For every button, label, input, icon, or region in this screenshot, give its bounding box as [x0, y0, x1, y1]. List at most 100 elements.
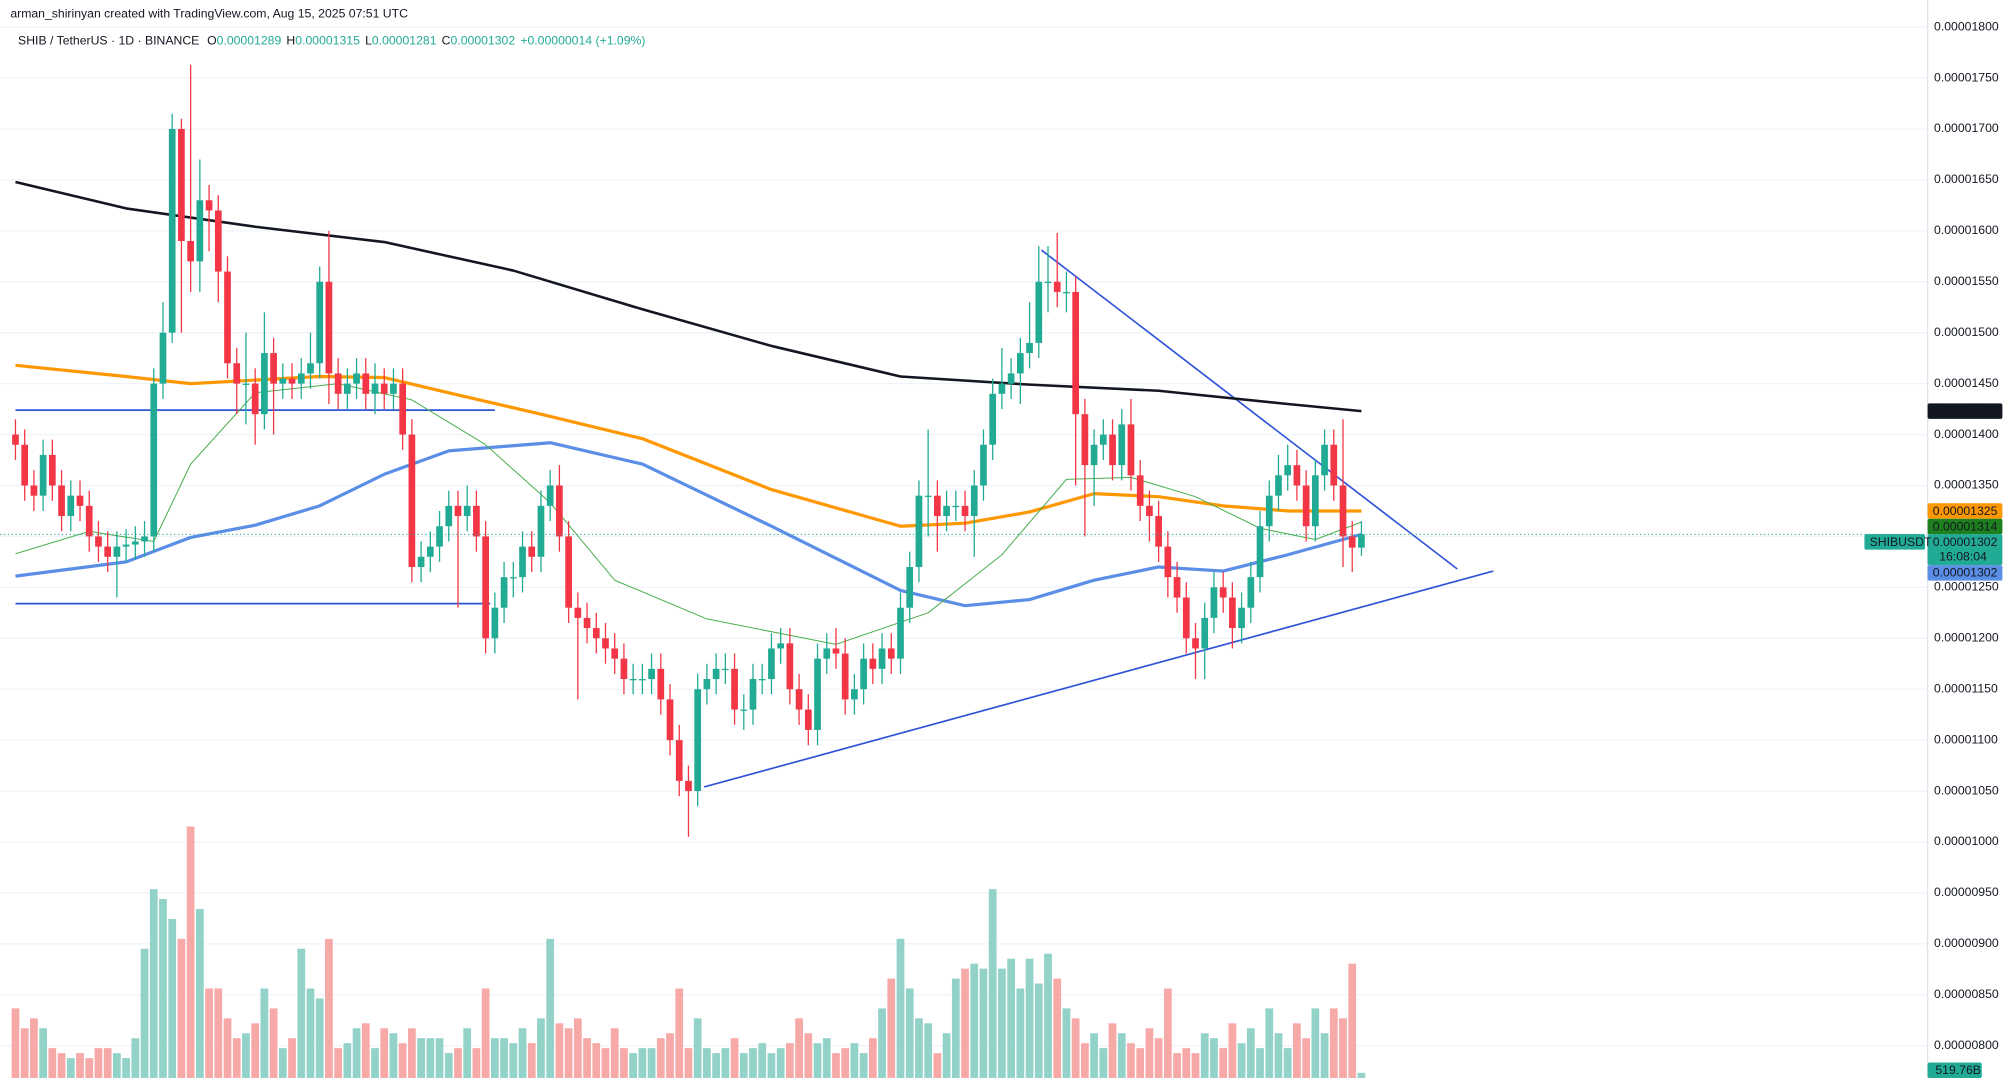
volume-bar [776, 1048, 785, 1078]
volume-bar [1302, 1038, 1311, 1078]
candle-body [777, 643, 785, 649]
volume-bar [113, 1053, 121, 1078]
volume-bar [712, 1053, 720, 1078]
volume-bar [463, 1028, 472, 1078]
candle-body [989, 393, 997, 445]
ohlc-key: L [365, 34, 372, 48]
candle-body [1210, 587, 1218, 618]
candle-body [943, 505, 950, 517]
candle-body [1016, 353, 1024, 374]
volume-bar [1329, 1008, 1338, 1078]
candle-body [1109, 434, 1116, 466]
volume-bar [1191, 1053, 1200, 1078]
price-label-box [1927, 534, 2003, 566]
candle-body [408, 434, 416, 567]
candle-body [1026, 342, 1033, 354]
candle-body [980, 444, 987, 486]
y-tick-label: 0.00001750 [1934, 70, 1999, 84]
price-label: 0.00001302 [1933, 535, 1998, 549]
volume-bar [1182, 1048, 1191, 1078]
volume-bar [1348, 963, 1357, 1078]
candle-body [353, 373, 360, 384]
ohlc-value: 0.00001281 [372, 34, 437, 48]
candle-body [1312, 475, 1319, 527]
candle-body [1099, 434, 1107, 445]
price-label: 0.00001314 [1933, 519, 1998, 533]
volume-bar [131, 1038, 140, 1078]
volume-bar [878, 1008, 886, 1078]
candle-body [463, 505, 471, 517]
volume-bar [1210, 1038, 1218, 1078]
candle-body [261, 353, 268, 415]
ohlc-value: 0.00001302 [451, 34, 516, 48]
volume-bar [352, 1028, 361, 1078]
candle-body [1090, 444, 1098, 466]
volume-bar [656, 1038, 665, 1078]
candle-body [915, 495, 923, 567]
y-tick-label: 0.00001200 [1934, 631, 1999, 645]
volume-bar [278, 1048, 287, 1078]
candle-body [814, 658, 821, 730]
volume-bar [1034, 983, 1043, 1078]
volume-bar [942, 1033, 951, 1078]
volume-bar [859, 1053, 868, 1078]
candle-body [1173, 577, 1181, 598]
volume-bar [868, 1038, 877, 1078]
candle-body [1330, 444, 1338, 486]
candle-body [1118, 424, 1126, 466]
moving-average [15, 180, 1362, 413]
volume-bar [1274, 1033, 1283, 1078]
volume-bar [39, 1028, 47, 1078]
volume-bar [500, 1038, 508, 1078]
y-tick-label: 0.00001500 [1934, 325, 1999, 339]
candle-body [214, 210, 222, 272]
volume-bar [684, 1048, 693, 1078]
candle-body [648, 668, 655, 680]
candle-body [473, 505, 480, 537]
candle-body [1256, 526, 1264, 578]
volume-bar [546, 938, 555, 1078]
candle-body [795, 689, 803, 710]
volume-bar [988, 889, 997, 1078]
candle-body [436, 526, 443, 547]
candle-body [592, 628, 600, 639]
volume-bar [1219, 1048, 1228, 1078]
volume-bar [555, 1023, 564, 1078]
volume-bar [1246, 1028, 1255, 1078]
volume-bar [159, 899, 167, 1078]
candle-body [417, 556, 425, 567]
volume-bar [951, 978, 960, 1078]
volume-bar [417, 1038, 425, 1078]
credit: arman_shirinyan created with TradingView… [10, 6, 408, 20]
y-tick-label: 0.00000850 [1934, 987, 1999, 1001]
candle-body [371, 383, 379, 394]
candle-body [325, 281, 333, 374]
volume-bar [1237, 1043, 1246, 1078]
candle-body [12, 434, 19, 445]
candle-body [1247, 577, 1255, 608]
trend-line [703, 570, 1494, 788]
volume-bar [1320, 1033, 1329, 1078]
moving-average [15, 383, 1362, 645]
volume-bar [94, 1048, 103, 1078]
y-tick-label: 0.00001350 [1934, 478, 1999, 492]
candle-body [482, 536, 489, 639]
candle-body [1219, 587, 1227, 598]
volume-bar [527, 1043, 536, 1078]
price-label-box [1927, 565, 2003, 581]
volume-bar [389, 1033, 398, 1078]
volume-bar [666, 1033, 674, 1078]
y-tick-label: 0.00001650 [1934, 172, 1999, 186]
volume-bar [1090, 1033, 1098, 1078]
candle-body [1339, 485, 1347, 537]
y-tick-label: 0.00001800 [1934, 19, 1999, 33]
volume-bar [1357, 1072, 1366, 1078]
volume-bar [472, 1048, 481, 1078]
volume-bar [758, 1043, 767, 1078]
volume-bar [232, 1038, 241, 1078]
candle-body [178, 128, 185, 242]
candle-body [1035, 281, 1043, 343]
candle-body [141, 536, 148, 542]
ohlc-key: C [442, 34, 451, 48]
volume-bar [1311, 1008, 1320, 1078]
